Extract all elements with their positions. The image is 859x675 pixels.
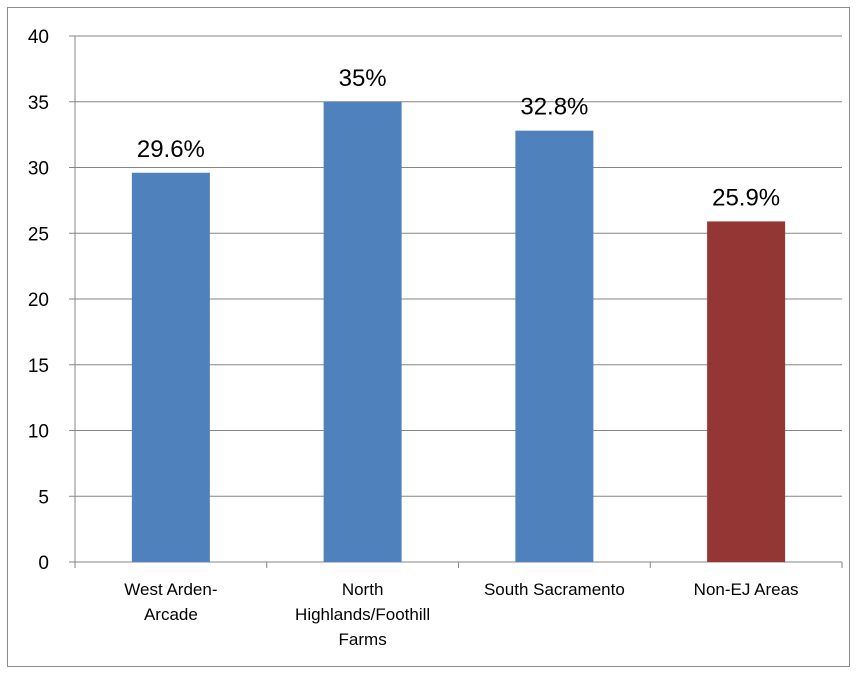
bar bbox=[707, 221, 786, 563]
x-category-label-line: Farms bbox=[339, 630, 387, 649]
data-label: 25.9% bbox=[712, 184, 780, 211]
y-tick-label: 20 bbox=[28, 290, 49, 311]
x-category-label: North Highlands/Foothill Farms bbox=[295, 580, 430, 649]
x-category-label-line: South Sacramento bbox=[484, 580, 625, 599]
y-tick-label: 35 bbox=[28, 93, 49, 114]
bar bbox=[515, 130, 594, 562]
y-tick-label: 0 bbox=[38, 553, 49, 574]
x-category-label: West Arden- Arcade bbox=[124, 580, 217, 624]
y-tick-label: 40 bbox=[28, 27, 49, 48]
y-tick-label: 15 bbox=[28, 356, 49, 377]
data-label: 32.8% bbox=[520, 94, 588, 121]
y-tick-label: 10 bbox=[28, 422, 49, 443]
x-category-label: South Sacramento bbox=[484, 580, 625, 599]
x-category-label-line: Arcade bbox=[144, 605, 198, 624]
y-tick-label: 30 bbox=[28, 159, 49, 180]
x-category-label-line: Highlands/Foothill bbox=[295, 605, 430, 624]
x-category-label-line: West Arden- bbox=[124, 580, 217, 599]
bar bbox=[131, 172, 210, 562]
data-label: 29.6% bbox=[137, 136, 205, 163]
bar bbox=[323, 101, 402, 562]
x-category-label-line: Non-EJ Areas bbox=[694, 580, 799, 599]
x-category-label-line: North bbox=[342, 580, 384, 599]
x-category-label: Non-EJ Areas bbox=[694, 580, 799, 599]
data-label: 35% bbox=[339, 65, 387, 92]
y-tick-label: 25 bbox=[28, 224, 49, 245]
y-tick-label: 5 bbox=[38, 487, 49, 508]
